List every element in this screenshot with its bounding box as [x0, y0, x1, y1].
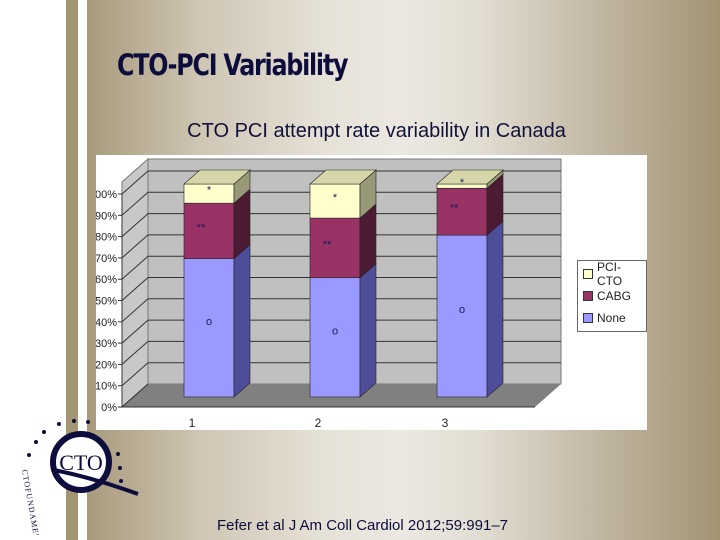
cto-fundamentals-logo: CTO CTOFUNDAMENTALS.ORG — [20, 419, 139, 535]
svg-text:o: o — [459, 304, 465, 316]
slide-subtitle: CTO PCI attempt rate variability in Cana… — [187, 120, 566, 142]
legend-swatch-pci-cto — [583, 269, 593, 279]
svg-text:100%: 100% — [96, 189, 117, 201]
svg-text:50%: 50% — [96, 296, 117, 308]
svg-text:30%: 30% — [96, 338, 117, 350]
svg-text:**: ** — [197, 222, 206, 234]
svg-text:CTOFUNDAMENTALS.ORG: CTOFUNDAMENTALS.ORG — [20, 469, 49, 535]
legend-swatch-none — [583, 313, 593, 323]
slide-title: CTO-PCI Variability — [117, 48, 348, 82]
svg-text:**: ** — [323, 239, 332, 251]
chart-legend: PCI-CTO CABG None — [577, 260, 647, 332]
svg-text:90%: 90% — [96, 210, 117, 222]
legend-label: None — [597, 311, 626, 325]
svg-text:3: 3 — [442, 416, 449, 430]
svg-text:1: 1 — [189, 416, 196, 430]
svg-text:*: * — [333, 192, 338, 204]
svg-text:40%: 40% — [96, 317, 117, 329]
legend-swatch-cabg — [583, 291, 593, 301]
svg-text:*: * — [460, 177, 465, 189]
legend-item-none: None — [583, 309, 626, 327]
svg-text:10%: 10% — [96, 381, 117, 393]
svg-text:80%: 80% — [96, 232, 117, 244]
decorative-stripe — [66, 0, 78, 540]
svg-text:*: * — [207, 185, 212, 197]
legend-label: CABG — [597, 289, 632, 303]
legend-label: PCI-CTO — [596, 260, 623, 288]
legend-item-cabg: CABG — [583, 287, 631, 305]
svg-text:2: 2 — [315, 416, 322, 430]
svg-text:70%: 70% — [96, 253, 117, 265]
svg-text:o: o — [332, 325, 338, 337]
svg-text:o: o — [206, 316, 212, 328]
stacked-bar-chart: 0%10%20%30%40%50%60%70%80%90%100%o***1o*… — [96, 155, 647, 430]
svg-text:60%: 60% — [96, 274, 117, 286]
svg-text:20%: 20% — [96, 359, 117, 371]
svg-text:**: ** — [450, 203, 459, 215]
chart-plot: 0%10%20%30%40%50%60%70%80%90%100%o***1o*… — [96, 157, 562, 430]
citation: Fefer et al J Am Coll Cardiol 2012;59:99… — [217, 517, 508, 534]
legend-item-pci-cto: PCI-CTO — [583, 260, 646, 288]
svg-text:0%: 0% — [101, 402, 117, 414]
